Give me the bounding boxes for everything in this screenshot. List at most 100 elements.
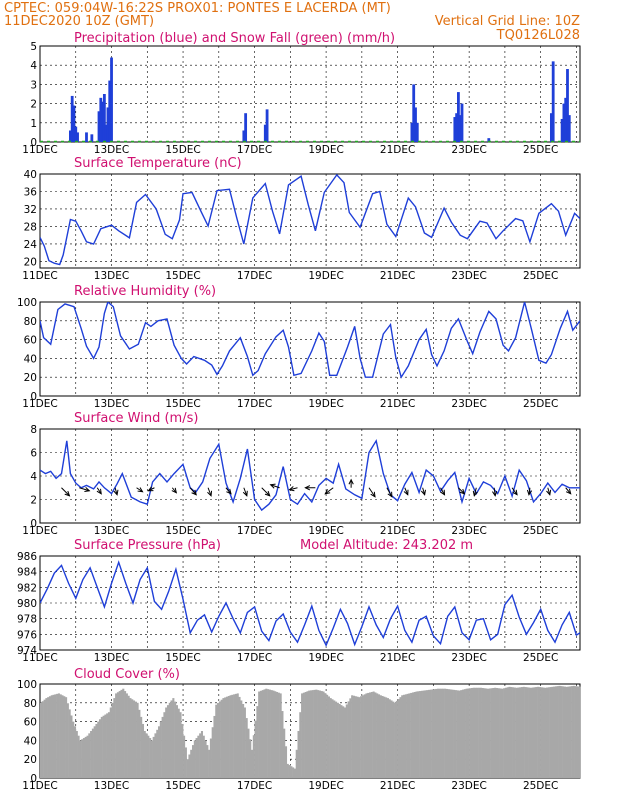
cloud-bar (154, 733, 157, 778)
panel-title: Precipitation (blue) and Snow Fall (gree… (74, 31, 395, 46)
cloud-bar (286, 763, 289, 778)
panel-annotation: Model Altitude: 243.202 m (300, 538, 473, 553)
y-tick-label: 6 (30, 448, 37, 460)
cloud-bar (208, 749, 211, 778)
cloud-bar (567, 686, 570, 778)
cloud-bar (299, 712, 302, 778)
cloud-bar (179, 712, 182, 778)
x-tick-label: 11DEC (22, 144, 57, 156)
cloud-bar (513, 687, 516, 778)
cloud-bar (292, 767, 295, 778)
wind-arrow-head (472, 490, 478, 497)
precip-bar (410, 122, 414, 142)
y-tick-label: 978 (17, 614, 37, 626)
x-tick-label: 15DEC (165, 525, 200, 537)
cloud-bar (249, 739, 252, 778)
x-tick-label: 13DEC (94, 525, 129, 537)
y-tick-label: 3 (30, 79, 37, 91)
cloud-bar (295, 749, 298, 778)
y-tick-label: 80 (24, 316, 37, 328)
x-tick-label: 23DEC (451, 525, 486, 537)
cloud-bar (218, 701, 221, 778)
cloud-bar (61, 695, 64, 778)
precip-bar (564, 97, 568, 142)
y-tick-label: 40 (24, 169, 37, 181)
panel-4 (39, 555, 581, 651)
cloud-bar (554, 686, 558, 778)
cloud-bar (431, 689, 434, 778)
cloud-bar (107, 712, 111, 778)
cloud-bar (408, 693, 411, 778)
cloud-bar (242, 703, 245, 778)
cloud-bar (426, 690, 429, 778)
cloud-bar (65, 697, 68, 778)
cloud-bar (211, 727, 214, 778)
cloud-bar (132, 700, 136, 778)
header-run-code: TQ0126L028 (496, 28, 580, 43)
panel-0 (39, 45, 581, 143)
wind-arrow-head (113, 489, 119, 496)
cloud-bar (159, 721, 162, 778)
x-tick-label: 25DEC (523, 525, 558, 537)
cloud-bar (304, 691, 307, 778)
cloud-bar (560, 686, 563, 778)
x-tick-label: 21DEC (380, 398, 415, 410)
wind-arrow-head (242, 490, 248, 497)
cloud-bar (41, 701, 44, 778)
precip-bar (97, 111, 101, 142)
cloud-bar (115, 693, 118, 778)
wind-arrow (136, 487, 143, 493)
x-tick-label: 17DEC (237, 398, 272, 410)
cloud-bar (429, 689, 432, 778)
cloud-bar (440, 688, 443, 778)
cloud-bar (372, 691, 375, 778)
y-tick-label: 100 (17, 679, 37, 691)
x-tick-label: 25DEC (523, 144, 558, 156)
cloud-bar (438, 688, 441, 778)
x-tick-label: 21DEC (380, 652, 415, 664)
x-tick-label: 25DEC (523, 652, 558, 664)
cloud-bar (388, 699, 391, 778)
cloud-bar (479, 687, 482, 778)
x-tick-label: 25DEC (523, 780, 558, 792)
cloud-bar (227, 695, 230, 778)
cloud-bar (551, 686, 554, 778)
cloud-bar (317, 690, 320, 778)
x-tick-label: 13DEC (94, 652, 129, 664)
y-tick-label: 8 (30, 424, 37, 436)
y-tick-label: 80 (24, 698, 37, 710)
x-tick-label: 15DEC (165, 652, 200, 664)
wind-arrow-head (324, 489, 331, 495)
precip-bar (90, 134, 94, 142)
precip-bar (244, 113, 248, 142)
panel-frame (39, 173, 581, 269)
precip-bar (415, 122, 419, 142)
cloud-bar (324, 693, 327, 778)
cloud-bar (553, 686, 556, 778)
cloud-bar (158, 726, 161, 778)
cloud-bar (485, 688, 488, 778)
cloud-bar (84, 736, 87, 778)
y-tick-label: 0 (30, 137, 37, 149)
panel-title: Cloud Cover (%) (74, 667, 180, 682)
cloud-bar (360, 696, 363, 778)
cloud-bar (224, 697, 227, 778)
precip-bar (567, 115, 571, 142)
cloud-bar (274, 691, 277, 778)
cloud-bar (172, 698, 175, 778)
cloud-bar (268, 689, 271, 778)
cloud-bar (320, 691, 323, 778)
cloud-bar (562, 686, 565, 778)
cloud-bar (163, 712, 166, 778)
cloud-bar (456, 690, 459, 778)
precip-bar (110, 57, 113, 142)
wind-arrow-head (269, 483, 276, 489)
wind-arrow-head (304, 485, 311, 491)
cloud-bar (170, 700, 173, 778)
x-tick-label: 17DEC (237, 525, 272, 537)
cloud-bar (322, 691, 325, 778)
cloud-bar (267, 689, 270, 778)
cloud-bar (256, 706, 259, 778)
cloud-bar (118, 691, 121, 778)
cloud-bar (528, 687, 531, 778)
